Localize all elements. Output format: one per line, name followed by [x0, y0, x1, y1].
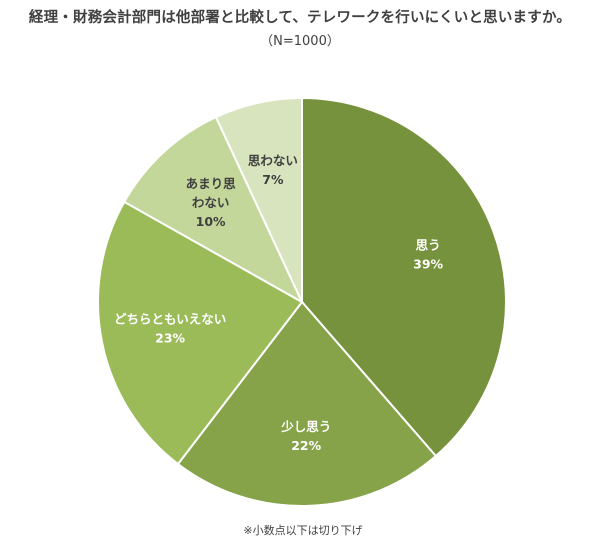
slice-percent: 39%	[413, 256, 443, 271]
pie-slice-omowanai	[214, 96, 303, 303]
pie-slice-dochiratomo	[97, 200, 304, 466]
slice-category: どちらともいえない	[114, 312, 226, 327]
slice-label-dochiratomo: どちらともいえない 23%	[114, 312, 226, 346]
chart-subtitle: （N=1000）	[260, 34, 340, 49]
chart-title: 経理・財務会計部門は他部署と比較して、テレワークを行いにくいと思いますか。	[28, 10, 572, 26]
pie-slice-omou	[301, 96, 507, 458]
pie-labels: 思う 39% 少し思う 22% どちらともいえない 23% あまり思わない 10% 思わない 7%	[114, 153, 444, 453]
slice-label-sukoshi-omou: 少し思う 22%	[280, 419, 331, 453]
slice-percent: 22%	[291, 438, 321, 453]
slice-category: 思わない	[248, 153, 298, 168]
slice-category: 思う	[416, 237, 441, 252]
slice-percent: 10%	[196, 214, 226, 229]
slice-category: 少し思う	[280, 419, 331, 434]
slice-label-omowanai: 思わない 7%	[248, 153, 298, 187]
pie-slice-amari-omowanai	[122, 115, 305, 305]
slice-label-omou: 思う 39%	[413, 237, 443, 271]
pie-slices	[97, 96, 507, 507]
pie-slice-sukoshi-omou	[176, 300, 438, 507]
footnote: ※小数点以下は切り下げ	[243, 524, 363, 537]
slice-category: わない	[192, 195, 230, 210]
slice-label-amari-omowanai: あまり思わない 10%	[186, 176, 237, 229]
slice-percent: 7%	[262, 172, 284, 187]
slice-percent: 23%	[155, 331, 185, 346]
slice-category: あまり思	[186, 176, 237, 191]
